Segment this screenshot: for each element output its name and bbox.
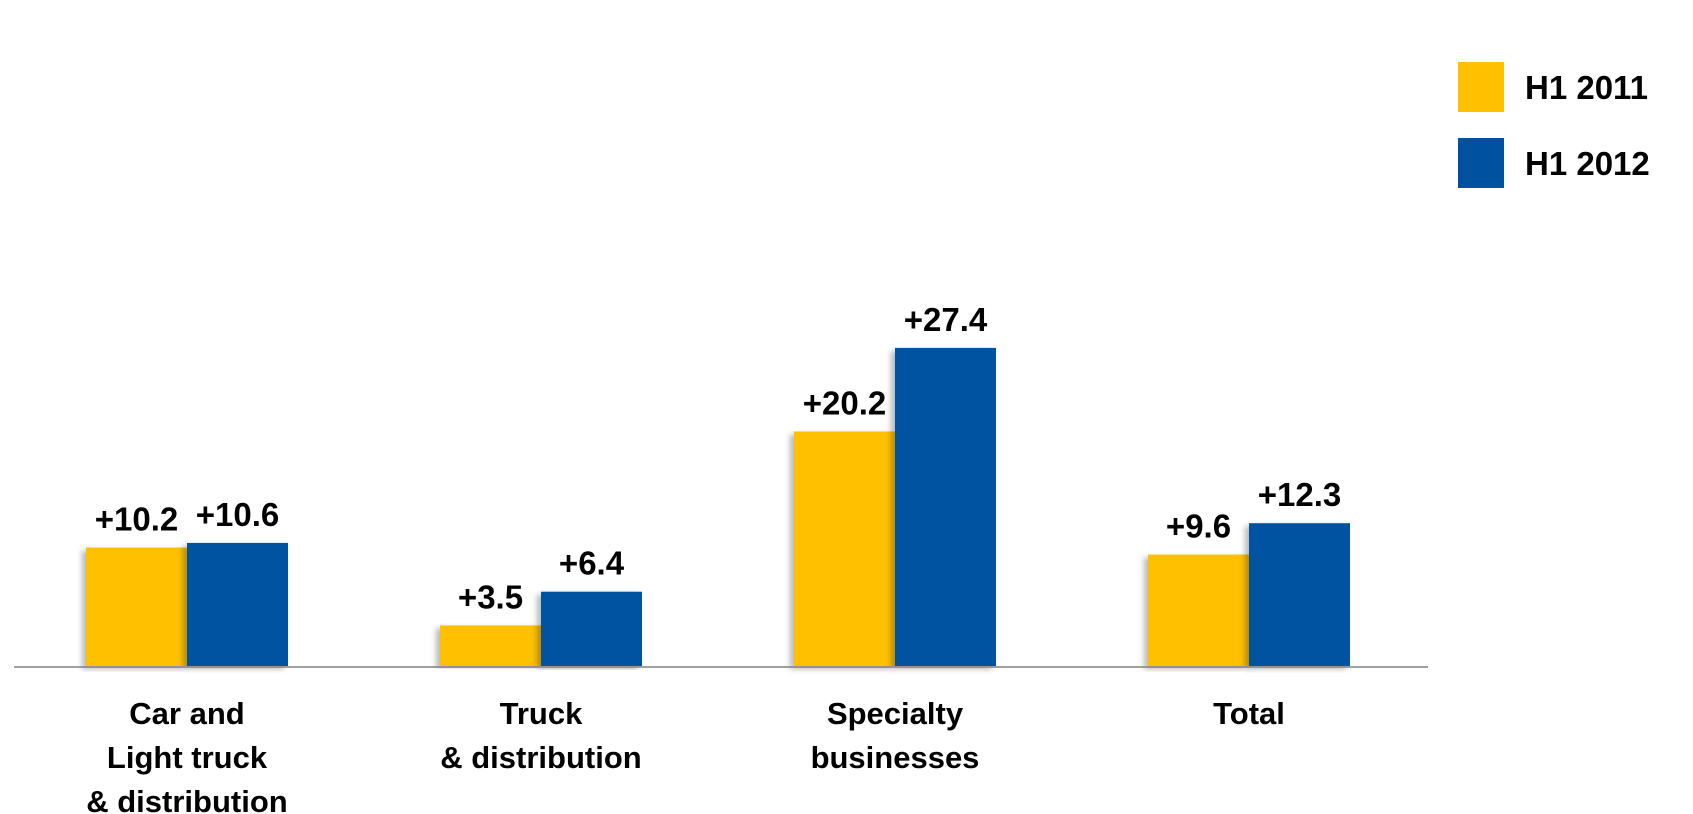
value-labels-layer: +10.2 +3.5 +20.2 +9.6 +10.6 +6.4 +27.4 +12.3 [95,301,1342,615]
data-label: +12.3 [1258,476,1342,513]
data-label: +6.4 [559,545,625,582]
bar-h1-2012-3 [1249,523,1350,666]
category-label: Specialty businesses [811,696,980,775]
data-label: +10.6 [196,496,280,533]
data-label: +20.2 [803,384,887,421]
bar-h1-2011-1 [440,625,541,666]
bar-h1-2012-1 [541,591,642,666]
bars-layer [86,347,1350,666]
category-label: Total [1213,696,1285,731]
category-labels-layer: Car and Light truck & distribution Truck & d… [86,696,1285,814]
data-label: +3.5 [458,578,523,615]
category-label: Car and Light truck & distribution [86,696,287,814]
data-label: +27.4 [904,301,988,338]
bar-h1-2012-0 [187,542,288,666]
data-label: +9.6 [1166,508,1231,545]
data-label: +10.2 [95,501,179,538]
bar-h1-2011-2 [794,431,895,666]
legend-label: H1 2011 [1525,69,1648,106]
legend-swatch [1458,62,1504,112]
legend-swatch [1458,138,1504,188]
bar-h1-2011-0 [86,547,187,666]
legend-label: H1 2012 [1525,145,1650,182]
bar-h1-2011-3 [1148,554,1249,666]
legend: H1 2011 H1 2012 [1458,62,1650,188]
bar-h1-2012-2 [895,347,996,666]
category-label: Truck & distribution [440,696,641,775]
